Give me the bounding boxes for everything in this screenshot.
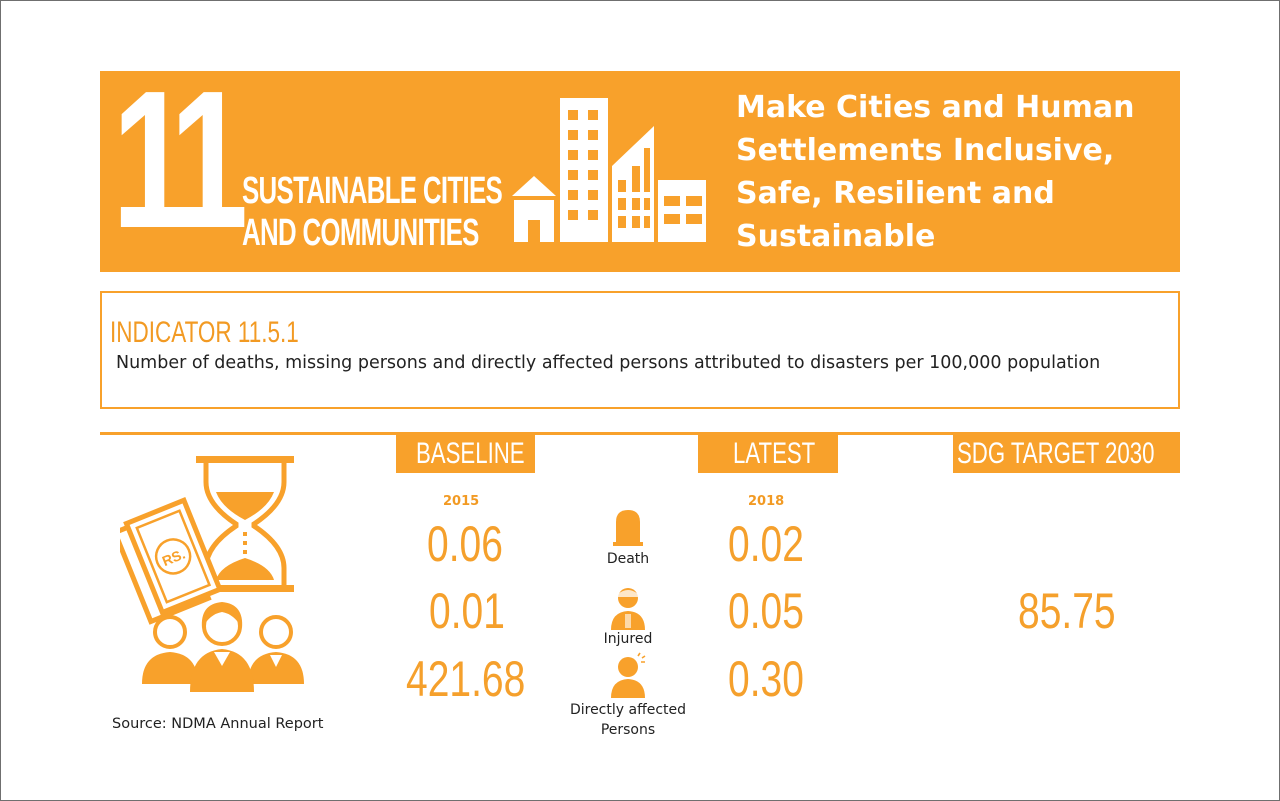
- baseline-death-value: 0.06: [427, 516, 503, 572]
- indicator-description: Number of deaths, missing persons and di…: [116, 353, 1101, 373]
- goal-name: SUSTAINABLE CITIES AND COMMUNITIES: [242, 170, 503, 254]
- section-divider: [100, 432, 1180, 435]
- people-group-icon: [142, 602, 304, 692]
- goal-title-line: Safe, Resilient and: [736, 176, 1055, 211]
- goal-title: Make Cities and Human Settlements Inclus…: [736, 86, 1176, 258]
- source-note: Source: NDMA Annual Report: [112, 716, 324, 732]
- target-header: SDG TARGET 2030: [953, 435, 1180, 473]
- baseline-affected-value: 421.68: [406, 651, 526, 707]
- target-value: 85.75: [1018, 583, 1116, 639]
- category-death-label: Death: [606, 551, 650, 567]
- hourglass-icon: [196, 456, 294, 592]
- tombstone-icon: [613, 510, 643, 546]
- baseline-header-label: BASELINE: [416, 437, 525, 470]
- target-header-label: SDG TARGET 2030: [957, 437, 1155, 470]
- baseline-header: BASELINE: [396, 435, 535, 473]
- injured-person-icon: [611, 588, 645, 630]
- latest-affected-value: 0.30: [728, 651, 804, 707]
- category-affected-label-line1: Directly affected: [569, 702, 687, 718]
- affected-person-icon: [611, 652, 646, 698]
- city-buildings-icon: [512, 98, 706, 242]
- illustration: RS.: [120, 456, 304, 692]
- goal-title-line: Sustainable: [736, 219, 936, 254]
- baseline-injured-value: 0.01: [429, 583, 505, 639]
- indicator-label: INDICATOR 11.5.1: [110, 316, 299, 349]
- goal-number: 11: [112, 50, 248, 269]
- goal-title-line: Settlements Inclusive,: [736, 133, 1115, 168]
- latest-header-label: LATEST: [733, 437, 816, 470]
- category-injured-label: Injured: [603, 631, 653, 647]
- category-affected-label-line2: Persons: [600, 722, 656, 738]
- baseline-year: 2015: [443, 494, 480, 509]
- latest-header: LATEST: [698, 435, 838, 473]
- latest-year: 2018: [748, 494, 785, 509]
- category-affected-label: Directly affected Persons: [548, 700, 708, 740]
- indicator-box: [100, 291, 1180, 409]
- latest-injured-value: 0.05: [728, 583, 804, 639]
- goal-name-line2: AND COMMUNITIES: [242, 212, 479, 254]
- latest-death-value: 0.02: [728, 516, 804, 572]
- goal-title-line: Make Cities and Human: [736, 90, 1135, 125]
- money-notes-icon: RS.: [120, 497, 224, 625]
- goal-name-line1: SUSTAINABLE CITIES: [242, 170, 503, 212]
